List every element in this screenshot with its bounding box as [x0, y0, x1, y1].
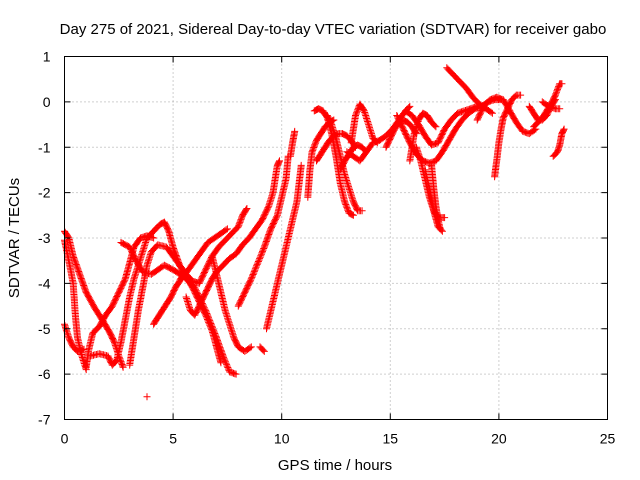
series-markers [208, 252, 255, 355]
series-markers [178, 225, 231, 283]
y-tick-label: -2 [38, 185, 51, 201]
series-arc26 [402, 102, 481, 149]
chart-title: Day 275 of 2021, Sidereal Day-to-day VTE… [60, 21, 607, 38]
x-tick-label: 10 [274, 431, 290, 447]
y-tick-label: -5 [38, 321, 51, 337]
series-markers [406, 109, 440, 165]
series-markers [234, 152, 292, 310]
series-arc13 [234, 152, 292, 310]
y-tick-labels: -7 -6 -5 -4 -3 -2 -1 0 1 [38, 49, 51, 428]
series-markers [443, 64, 496, 117]
series-arc20 [310, 105, 357, 219]
y-tick-label: -1 [38, 139, 51, 155]
x-tick-labels: 0 5 10 15 20 25 [61, 431, 616, 447]
series-markers [256, 343, 268, 355]
series-markers [263, 161, 305, 333]
series-arc36 [538, 98, 564, 113]
series-arc12 [208, 252, 255, 355]
x-tick-label: 15 [383, 431, 399, 447]
series-arc7 [126, 241, 225, 369]
y-tick-label: -6 [38, 366, 51, 382]
series-markers [491, 91, 525, 181]
series-arc16 [286, 127, 299, 160]
data-markers [61, 64, 568, 401]
series-markers [538, 98, 564, 113]
series-arc14 [256, 343, 268, 355]
x-tick-label: 5 [169, 431, 177, 447]
x-tick-label: 0 [61, 431, 69, 447]
x-tick-label: 25 [600, 431, 616, 447]
series-markers [549, 125, 568, 160]
y-axis-label: SDTVAR / TECUs [6, 178, 23, 298]
y-tick-label: -7 [38, 412, 51, 428]
series-arc30 [428, 161, 444, 233]
series-markers [310, 105, 357, 219]
y-tick-label: 0 [43, 94, 51, 110]
series-arc8 [143, 393, 151, 401]
axis-ticks [64, 56, 608, 420]
grid-lines [64, 56, 608, 420]
series-markers [143, 393, 151, 401]
series-arc33 [491, 91, 525, 181]
series-markers [126, 241, 225, 369]
series-arc22 [347, 100, 381, 147]
x-tick-label: 20 [491, 431, 507, 447]
series-arc37 [549, 125, 568, 160]
y-tick-label: 1 [43, 49, 51, 65]
series-markers [286, 127, 299, 160]
series-markers [428, 161, 444, 233]
series-arc31 [443, 64, 496, 117]
x-axis-label: GPS time / hours [278, 457, 392, 474]
series-markers [402, 102, 481, 149]
series-arc10 [178, 225, 231, 283]
series-arc15 [263, 161, 305, 333]
series-arc27 [406, 109, 440, 165]
y-tick-label: -4 [38, 275, 51, 291]
series-markers [347, 100, 381, 147]
y-tick-label: -3 [38, 230, 51, 246]
